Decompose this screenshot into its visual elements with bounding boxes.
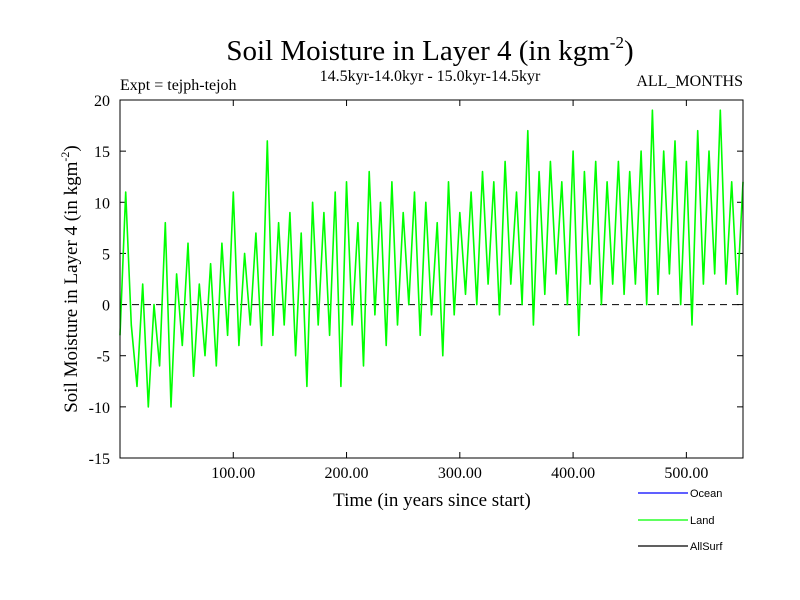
y-axis-ticks: -15 -10 -5 0 5 10 15 20 [89, 93, 743, 468]
x-tick-label: 500.00 [664, 465, 708, 482]
legend-land-label: Land [690, 515, 714, 527]
y-tick-label: -10 [89, 400, 110, 417]
x-tick-label: 300.00 [438, 465, 482, 482]
y-tick-label: 15 [94, 144, 110, 161]
legend: Ocean Land AllSurf [638, 488, 723, 553]
y-axis-label: Soil Moisture in Layer 4 (in kgm-2) [58, 145, 82, 413]
x-tick-label: 400.00 [551, 465, 595, 482]
legend-ocean-label: Ocean [690, 488, 722, 500]
legend-allsurf-label: AllSurf [690, 541, 723, 553]
x-tick-label: 100.00 [211, 465, 255, 482]
y-tick-label: -15 [89, 451, 110, 468]
x-axis-label: Time (in years since start) [333, 490, 531, 511]
subtitle-period: 14.5kyr-14.0kyr - 15.0kyr-14.5kyr [320, 68, 541, 85]
x-axis-ticks: 100.00 200.00 300.00 400.00 500.00 [211, 100, 708, 482]
y-tick-label: 0 [102, 298, 110, 315]
y-tick-label: 20 [94, 93, 110, 110]
y-tick-label: 5 [102, 246, 110, 263]
land-series-line [119, 109, 744, 408]
subtitle-months: ALL_MONTHS [636, 73, 743, 90]
plot-frame [119, 99, 744, 459]
y-tick-label: -5 [97, 349, 110, 366]
subtitle-experiment: Expt = tejph-tejoh [120, 77, 237, 94]
y-tick-label: 10 [94, 195, 110, 212]
x-tick-label: 200.00 [325, 465, 369, 482]
chart-title: Soil Moisture in Layer 4 (in kgm-2) [226, 33, 633, 67]
